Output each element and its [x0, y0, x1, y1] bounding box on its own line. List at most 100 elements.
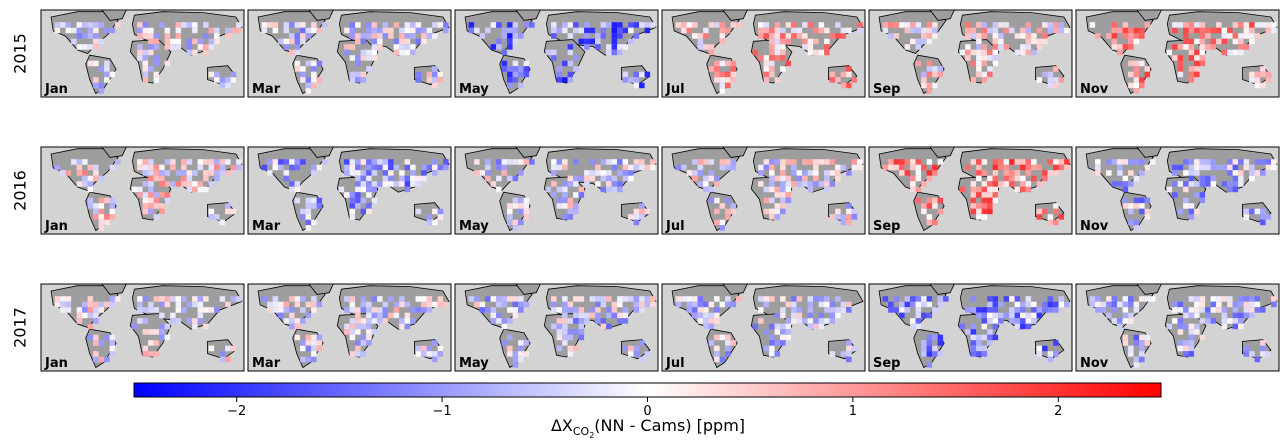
data-cell	[115, 159, 121, 165]
data-cell	[54, 301, 61, 308]
data-cell	[573, 22, 579, 28]
data-cell	[175, 301, 182, 308]
data-cell	[573, 203, 579, 209]
data-cell	[415, 22, 422, 28]
data-cell	[567, 214, 574, 220]
data-cell	[208, 208, 215, 215]
data-cell	[725, 27, 731, 34]
data-cell	[1106, 33, 1112, 39]
data-cell	[987, 301, 993, 308]
data-cell	[344, 170, 350, 176]
data-cell	[584, 175, 590, 182]
data-cell	[485, 164, 491, 171]
data-cell	[404, 301, 411, 308]
data-cell	[769, 44, 775, 50]
map-panel-2015-jan: Jan	[40, 9, 245, 98]
data-cell	[981, 208, 988, 215]
data-cell	[87, 334, 94, 341]
data-cell	[758, 164, 764, 171]
data-cell	[725, 71, 731, 78]
data-cell	[181, 159, 187, 165]
data-cell	[589, 175, 596, 182]
data-cell	[355, 186, 361, 193]
data-cell	[1199, 60, 1206, 67]
data-cell	[1221, 38, 1228, 45]
data-cell	[426, 219, 433, 226]
data-cell	[1216, 164, 1222, 171]
data-cell	[153, 203, 160, 209]
data-cell	[1128, 170, 1134, 176]
data-cell	[203, 170, 209, 176]
data-cell	[175, 318, 182, 324]
data-cell	[1216, 22, 1222, 28]
data-cell	[708, 66, 715, 72]
data-cell	[186, 170, 193, 176]
data-cell	[703, 27, 709, 34]
data-cell	[399, 49, 405, 56]
data-cell	[1243, 44, 1250, 50]
data-cell	[697, 301, 704, 308]
data-cell	[1031, 159, 1037, 165]
data-cell	[219, 170, 226, 176]
data-cells	[882, 22, 1070, 94]
data-cell	[595, 33, 601, 39]
data-cell	[421, 345, 427, 352]
data-cell	[283, 318, 290, 324]
data-cell	[225, 77, 231, 83]
data-cell	[1265, 164, 1272, 171]
data-cell	[1172, 55, 1178, 61]
data-cell	[981, 33, 988, 39]
data-cell	[1122, 159, 1129, 165]
data-cell	[1111, 159, 1118, 165]
data-cell	[1188, 49, 1195, 56]
data-cell	[267, 22, 273, 28]
data-cell	[976, 44, 982, 50]
data-cell	[1205, 175, 1211, 182]
land-greenland	[929, 146, 955, 158]
data-cell	[595, 296, 601, 302]
data-cell	[236, 159, 242, 165]
data-cell	[992, 22, 999, 28]
data-cell	[1194, 164, 1200, 171]
data-cell	[142, 60, 149, 67]
data-cell	[780, 175, 786, 182]
data-cell	[1227, 49, 1233, 56]
data-cell	[1095, 159, 1101, 165]
colorbar-ticks: −2 −1 0 1 2	[227, 397, 1062, 419]
data-cell	[692, 307, 698, 313]
data-cell	[87, 44, 94, 50]
data-cell	[294, 38, 301, 45]
data-cell	[93, 44, 99, 50]
data-cell	[349, 77, 356, 83]
data-cell	[507, 77, 513, 83]
data-cell	[611, 186, 618, 193]
data-cell	[719, 225, 726, 231]
data-cell	[415, 38, 422, 45]
data-cell	[371, 312, 378, 319]
data-cell	[1188, 159, 1195, 165]
data-cell	[1128, 159, 1134, 165]
data-cell	[203, 159, 209, 165]
data-cell	[807, 170, 814, 176]
data-cell	[501, 60, 508, 67]
data-cell	[1183, 181, 1189, 187]
data-cell	[1199, 55, 1206, 61]
data-cell	[366, 181, 372, 187]
data-cell	[87, 203, 94, 209]
data-cell	[219, 296, 226, 302]
data-cell	[556, 334, 563, 341]
data-cell	[970, 49, 977, 56]
data-cell	[562, 159, 568, 165]
data-cell	[225, 203, 231, 209]
data-cell	[388, 170, 394, 176]
data-cell	[1111, 33, 1118, 39]
data-cell	[349, 307, 356, 313]
data-cell	[316, 334, 323, 341]
data-cell	[1238, 318, 1244, 324]
data-cell	[71, 159, 77, 165]
data-cell	[1260, 307, 1266, 313]
data-cell	[796, 181, 803, 187]
data-cell	[415, 307, 422, 313]
data-cell	[992, 175, 999, 182]
data-cell	[1014, 301, 1021, 308]
